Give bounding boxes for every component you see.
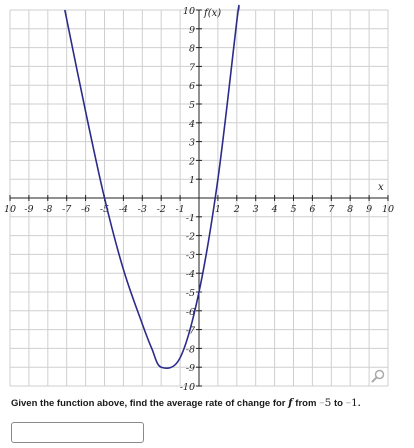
y-tick-label: 2: [188, 156, 195, 167]
question-from-word: from: [292, 398, 320, 409]
y-tick-label: 6: [189, 81, 195, 92]
x-tick-label: -9: [24, 204, 33, 215]
minus-sign: −: [319, 398, 325, 409]
y-tick-label: -7: [186, 326, 196, 337]
to-value: 1: [351, 397, 358, 409]
x-axis-label: x: [378, 182, 384, 193]
x-tick-label: 6: [309, 204, 315, 215]
function-label: f(x): [203, 8, 221, 19]
x-tick-label: -4: [119, 204, 128, 215]
y-tick-label: 9: [189, 25, 195, 36]
x-tick-label: -1: [175, 204, 184, 215]
x-tick-label: 5: [290, 204, 296, 215]
x-tick-label: -2: [157, 204, 166, 215]
question-to-word: to: [331, 398, 346, 409]
x-tick-label: 7: [328, 204, 335, 215]
function-curve: [64, 4, 240, 370]
x-tick-label: -3: [138, 204, 147, 215]
y-tick-label: 10: [183, 6, 195, 17]
y-tick-label: -9: [186, 363, 195, 374]
y-tick-label: 7: [189, 62, 196, 73]
x-tick-label: -6: [81, 204, 90, 215]
minus-sign: −: [345, 398, 352, 409]
x-tick-label: 8: [347, 204, 353, 215]
function-symbol: f: [288, 397, 293, 409]
y-tick-label: -1: [186, 213, 195, 224]
x-tick-label: 4: [271, 204, 278, 215]
question-prefix: Given the function above, find the avera…: [11, 398, 289, 409]
y-tick-label: -4: [186, 269, 195, 280]
y-tick-label: -6: [186, 307, 195, 318]
y-tick-label: 5: [189, 100, 195, 111]
x-tick-label: 10: [4, 204, 16, 215]
y-tick-label: -5: [186, 288, 195, 299]
answer-input[interactable]: [11, 422, 144, 443]
y-tick-label: 4: [188, 119, 195, 130]
x-tick-label: 2: [233, 204, 240, 215]
y-tick-label: 8: [189, 44, 195, 55]
from-value: 5: [324, 397, 332, 409]
y-tick-label: 1: [189, 175, 195, 186]
x-tick-label: -5: [100, 204, 109, 215]
y-tick-label: -2: [186, 232, 195, 243]
axis-ticks: 10 -9 -8 -7 -6 -5 -4 -3 -2 -1 1 2 3 4 5 6 7 8 9 10 10 9 8 7 6 5 4 3…: [4, 6, 394, 392]
x-tick-label: -8: [43, 204, 52, 215]
x-tick-label: 3: [253, 204, 259, 215]
y-tick-label: -8: [186, 344, 195, 355]
function-graph: 10 -9 -8 -7 -6 -5 -4 -3 -2 -1 1 2 3 4 5 6 7 8 9 10 10 9 8 7 6 5 4 3…: [4, 4, 394, 392]
y-tick-label: -10: [180, 382, 195, 392]
y-tick-label: -3: [186, 250, 195, 261]
magnifier-icon[interactable]: [371, 369, 385, 383]
x-tick-label: -7: [62, 204, 72, 215]
x-tick-label: 1: [215, 204, 221, 215]
question-text: Given the function above, find the avera…: [11, 397, 360, 409]
question-suffix: .: [357, 398, 361, 409]
x-tick-label: 10: [382, 204, 394, 215]
axes: [10, 10, 388, 386]
x-tick-label: 9: [366, 204, 372, 215]
y-tick-label: 3: [189, 138, 195, 149]
